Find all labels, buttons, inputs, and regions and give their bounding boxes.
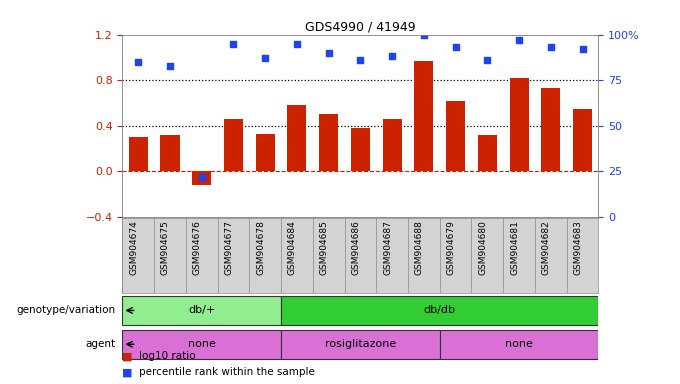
Text: GSM904682: GSM904682 (542, 220, 551, 275)
Bar (122, 329, 281, 359)
Text: GSM904685: GSM904685 (320, 220, 328, 275)
Text: none: none (188, 339, 216, 349)
Text: agent: agent (86, 339, 116, 349)
Text: GSM904674: GSM904674 (129, 220, 138, 275)
Point (355, 57, 366, 63)
Text: GSM904676: GSM904676 (192, 220, 202, 275)
Bar (446, 101, 465, 171)
Text: GSM904688: GSM904688 (415, 220, 424, 275)
Point (260, 55, 271, 61)
Text: GSM904684: GSM904684 (288, 220, 297, 275)
Bar (288, 105, 307, 171)
Text: GSM904678: GSM904678 (256, 220, 265, 275)
Text: GSM904687: GSM904687 (383, 220, 392, 275)
Point (418, 31, 429, 38)
Bar (351, 128, 370, 171)
Text: GSM904680: GSM904680 (478, 220, 488, 275)
Point (133, 59, 143, 65)
Text: GSM904677: GSM904677 (224, 220, 233, 275)
Point (165, 63, 175, 69)
Bar (573, 109, 592, 171)
Text: none: none (505, 339, 533, 349)
Bar (414, 61, 433, 171)
Text: genotype/variation: genotype/variation (16, 305, 116, 316)
Bar (192, 171, 211, 185)
Text: GSM904675: GSM904675 (161, 220, 170, 275)
Point (545, 44, 556, 50)
Text: ■: ■ (122, 351, 133, 361)
Text: ■: ■ (122, 367, 133, 377)
Text: db/db: db/db (424, 305, 456, 316)
Point (323, 50, 334, 56)
Bar (319, 114, 338, 171)
Bar (541, 88, 560, 171)
Point (292, 41, 303, 47)
Text: GSM904683: GSM904683 (573, 220, 583, 275)
Point (513, 37, 524, 43)
Bar (281, 329, 440, 359)
Text: log10 ratio: log10 ratio (139, 351, 196, 361)
Bar (129, 137, 148, 171)
Text: GSM904681: GSM904681 (510, 220, 519, 275)
Point (577, 46, 588, 52)
Point (482, 57, 493, 63)
Text: GSM904679: GSM904679 (447, 220, 456, 275)
Bar (224, 119, 243, 171)
Text: GSM904686: GSM904686 (352, 220, 360, 275)
Bar (160, 135, 180, 171)
Point (197, 174, 207, 180)
Bar (440, 329, 598, 359)
Bar (478, 135, 497, 171)
Bar (383, 119, 402, 171)
Bar (256, 134, 275, 171)
Bar (122, 296, 281, 325)
Point (228, 41, 239, 47)
Bar (281, 296, 598, 325)
Title: GDS4990 / 41949: GDS4990 / 41949 (305, 20, 415, 33)
Bar (509, 78, 528, 171)
Text: rosiglitazone: rosiglitazone (325, 339, 396, 349)
Text: percentile rank within the sample: percentile rank within the sample (139, 367, 316, 377)
Point (450, 44, 461, 50)
Point (387, 53, 398, 60)
Text: db/+: db/+ (188, 305, 216, 316)
